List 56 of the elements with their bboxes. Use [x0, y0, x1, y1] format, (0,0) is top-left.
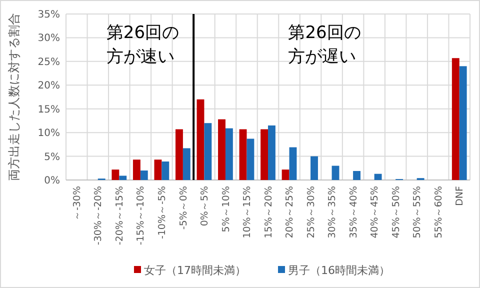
x-tick-label: 0%～5%	[200, 186, 211, 226]
x-tick-label: ～-30%	[72, 186, 83, 221]
bar	[452, 58, 460, 180]
bar	[289, 147, 297, 180]
bar	[112, 170, 120, 180]
bar	[196, 99, 204, 180]
x-tick-label: 50%～55%	[412, 186, 424, 238]
y-tick-label: 10%	[38, 128, 60, 140]
y-tick-label: 15%	[38, 104, 60, 116]
y-tick-label: 35%	[38, 10, 60, 20]
x-tick-label: DNF	[454, 186, 466, 206]
bar	[119, 176, 127, 180]
x-tick-label: 10%～15%	[242, 186, 254, 238]
bar	[374, 174, 382, 180]
x-tick-label: 30%～35%	[327, 186, 338, 238]
bar	[182, 148, 190, 180]
x-tick-label: 25%～30%	[306, 186, 317, 238]
y-tick-label: 30%	[38, 33, 60, 44]
bar	[162, 162, 170, 180]
x-tick-label: 20%～25%	[284, 186, 296, 238]
bar	[246, 138, 254, 180]
bar	[239, 129, 247, 180]
x-tick-label: 55%～60%	[433, 186, 444, 238]
bar	[176, 129, 183, 180]
bar	[132, 160, 140, 180]
bar	[353, 170, 360, 180]
x-tick-label: -5%～0%	[178, 186, 190, 230]
bar	[204, 123, 212, 180]
x-tick-label: -15%～-10%	[136, 186, 147, 246]
bar	[332, 166, 340, 180]
y-tick-label: 20%	[38, 80, 60, 92]
x-tick-label: -10%～-5%	[157, 186, 168, 240]
y-axis-title: 両方出走した人数に対する割合	[7, 13, 22, 181]
y-tick-label: 25%	[38, 56, 60, 68]
bar	[140, 170, 148, 180]
bar	[282, 170, 290, 180]
x-tick-label: 15%～20%	[263, 186, 274, 238]
annotation: 第26回の方が遅い	[288, 23, 361, 67]
x-tick-label: 45%～50%	[390, 186, 402, 238]
y-tick-label: 0%	[44, 176, 60, 186]
bar	[154, 160, 162, 180]
y-tick-label: 5%	[44, 152, 60, 163]
bar	[459, 66, 467, 180]
x-tick-label: -30%～-20%	[93, 186, 104, 246]
bar	[310, 156, 318, 180]
x-tick-label: 40%～45%	[370, 186, 381, 238]
x-tick-label: -20%～-15%	[114, 186, 126, 246]
annotation: 第26回の方が速い	[106, 23, 180, 67]
legend-label: 女子（17時間未満）	[144, 264, 246, 277]
x-tick-label: 5%～10%	[220, 186, 232, 232]
bar	[225, 128, 233, 180]
legend-label: 男子（16時間未満）	[288, 264, 390, 277]
bar	[260, 129, 268, 180]
x-tick-label: 35%～40%	[348, 186, 360, 238]
bar	[268, 125, 276, 180]
bar	[218, 119, 226, 180]
